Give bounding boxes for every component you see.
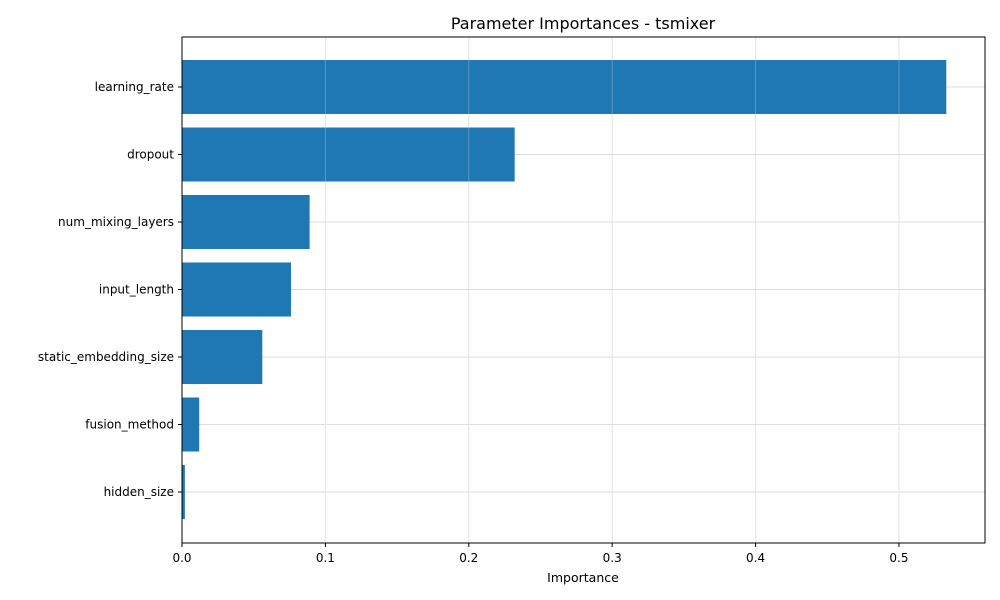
bar-hidden_size: [182, 465, 185, 519]
bar-static_embedding_size: [182, 330, 263, 384]
plot-frame: [181, 36, 986, 544]
bar-input_length: [182, 262, 291, 317]
bar-learning_rate: [182, 60, 947, 114]
x-tick-label: 0.3: [603, 551, 622, 565]
x-tick-label: 0.0: [172, 551, 191, 565]
axes: [178, 36, 986, 547]
bars: [181, 37, 947, 543]
y-tick-label: dropout: [127, 148, 174, 162]
x-tick-label: 0.4: [746, 551, 765, 565]
x-tick-label: 0.5: [889, 551, 908, 565]
y-tick-label: static_embedding_size: [38, 350, 174, 364]
y-tick-label: num_mixing_layers: [58, 215, 174, 229]
y-tick-label: input_length: [99, 283, 174, 297]
bar-num_mixing_layers: [182, 195, 310, 249]
x-tick-label: 0.2: [459, 551, 478, 565]
grid-lines: [181, 37, 985, 543]
bar-dropout: [182, 127, 515, 182]
x-tick-label: 0.1: [316, 551, 335, 565]
x-axis-label: Importance: [547, 570, 619, 585]
bar-fusion_method: [182, 397, 200, 452]
chart-title: Parameter Importances - tsmixer: [451, 14, 716, 33]
y-tick-label: fusion_method: [85, 418, 174, 432]
y-tick-label: learning_rate: [95, 80, 174, 94]
y-tick-label: hidden_size: [104, 485, 174, 499]
